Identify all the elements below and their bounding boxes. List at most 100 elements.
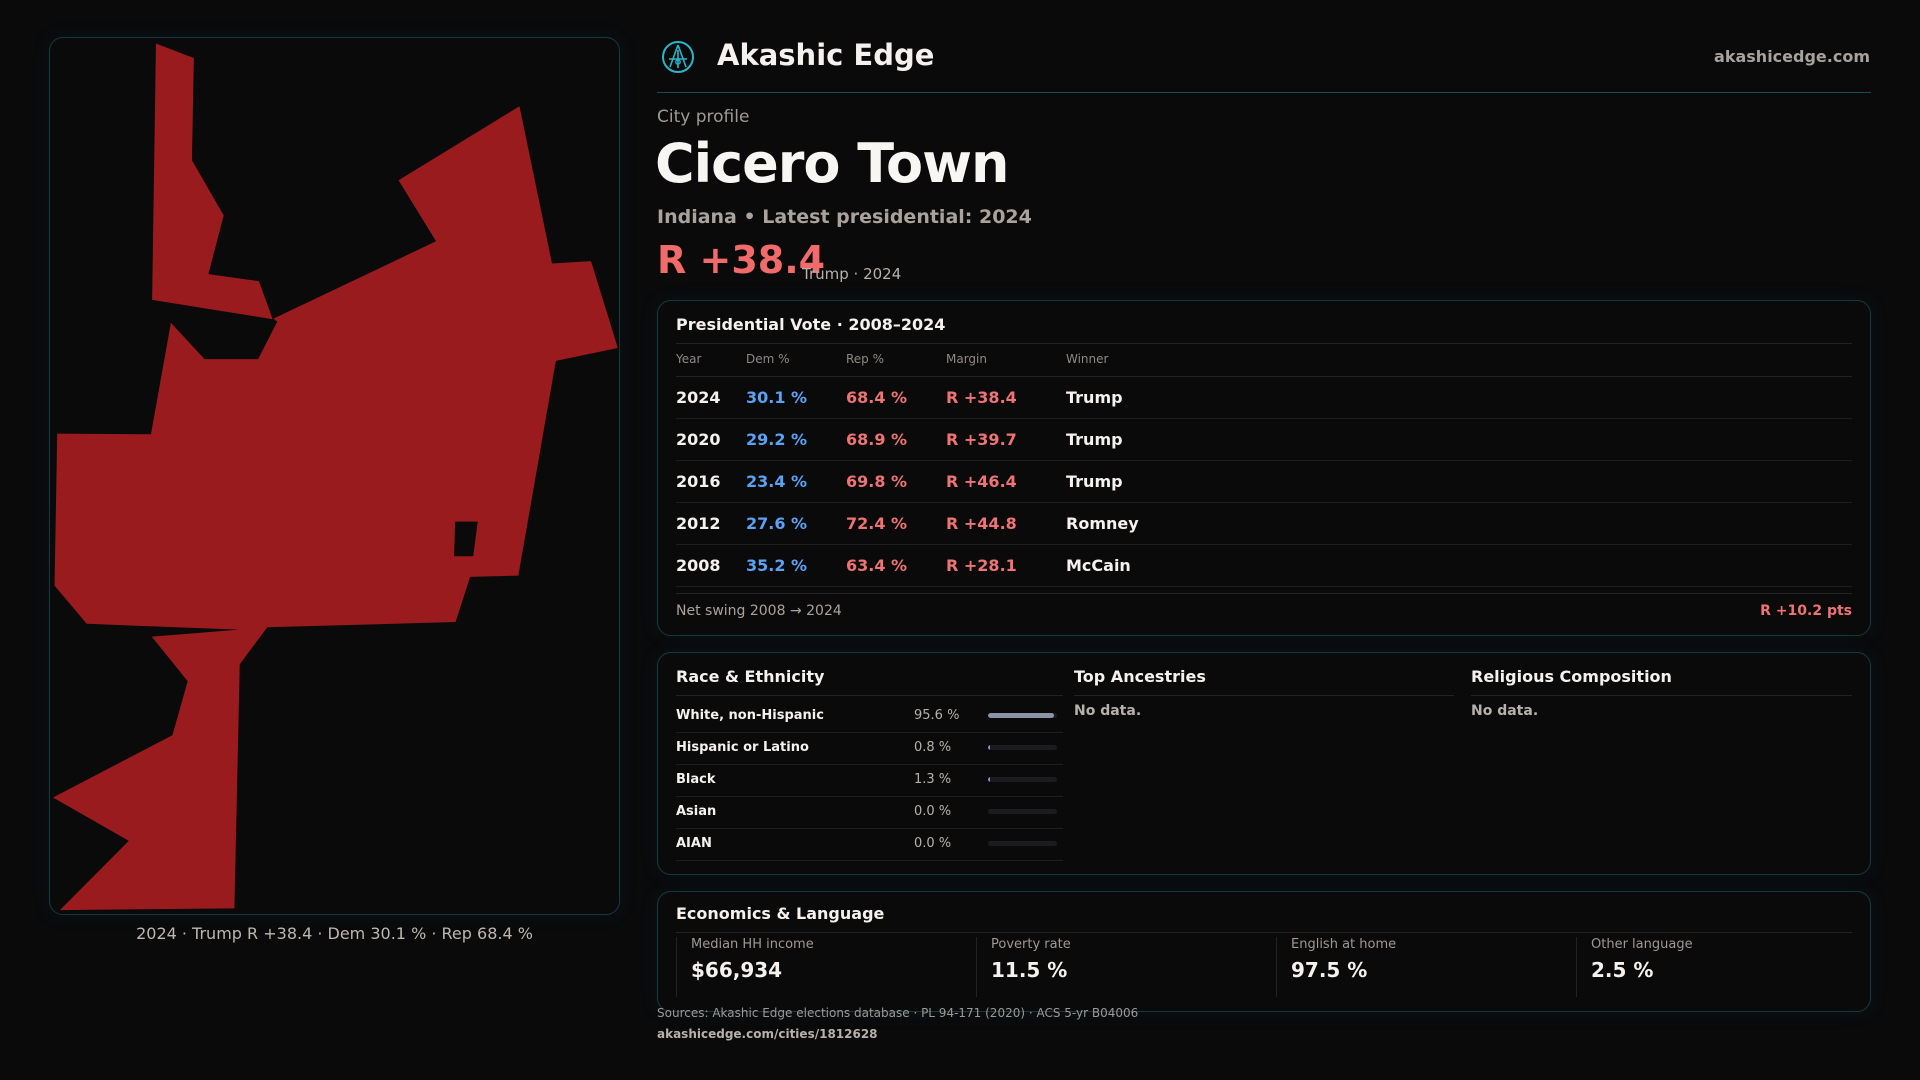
stat-label: Poverty rate bbox=[991, 937, 1071, 952]
divider bbox=[1471, 695, 1852, 696]
cell-dem-pct: 35.2 % bbox=[746, 556, 808, 575]
map-caption: 2024 · Trump R +38.4 · Dem 30.1 % · Rep … bbox=[136, 924, 533, 943]
race-pct: 95.6 % bbox=[914, 708, 960, 723]
cell-year: 2024 bbox=[676, 388, 721, 407]
race-row: AIAN 0.0 % bbox=[676, 829, 1063, 861]
cell-year: 2020 bbox=[676, 430, 721, 449]
religion-title: Religious Composition bbox=[1471, 667, 1672, 686]
boundary-hole bbox=[454, 521, 478, 557]
race-row: Black 1.3 % bbox=[676, 765, 1063, 797]
divider bbox=[1074, 695, 1454, 696]
race-title: Race & Ethnicity bbox=[676, 667, 825, 686]
city-boundary-map bbox=[53, 43, 618, 911]
headline-note: Trump · 2024 bbox=[802, 265, 902, 283]
race-label: Asian bbox=[676, 804, 717, 819]
race-row: Asian 0.0 % bbox=[676, 797, 1063, 829]
race-label: Hispanic or Latino bbox=[676, 740, 809, 755]
stat-label: Other language bbox=[1591, 937, 1693, 952]
cell-dem-pct: 23.4 % bbox=[746, 472, 808, 491]
stat-poverty-rate: Poverty rate 11.5 % bbox=[976, 937, 1071, 997]
cell-rep-pct: 63.4 % bbox=[846, 556, 908, 575]
divider bbox=[676, 376, 1852, 377]
cell-rep-pct: 69.8 % bbox=[846, 472, 908, 491]
race-bar bbox=[988, 713, 1057, 718]
akashic-edge-logo-icon bbox=[662, 41, 694, 73]
divider bbox=[676, 593, 1852, 594]
sources-note: Sources: Akashic Edge elections database… bbox=[657, 1006, 1139, 1020]
page-kicker: City profile bbox=[657, 107, 750, 127]
col-dem: Dem % bbox=[746, 352, 790, 366]
header-divider bbox=[657, 92, 1871, 93]
table-row: 2024 30.1 % 68.4 % R +38.4 Trump bbox=[676, 377, 1852, 419]
cell-dem-pct: 30.1 % bbox=[746, 388, 808, 407]
col-winner: Winner bbox=[1066, 352, 1109, 366]
net-swing-label: Net swing 2008 → 2024 bbox=[676, 603, 842, 619]
cell-winner: McCain bbox=[1066, 556, 1131, 575]
race-row: White, non-Hispanic 95.6 % bbox=[676, 701, 1063, 733]
boundary-north-arm bbox=[152, 43, 273, 320]
demographics-card: Race & Ethnicity White, non-Hispanic 95.6… bbox=[657, 652, 1871, 875]
net-swing-value: R +10.2 pts bbox=[1760, 603, 1852, 619]
religion-empty: No data. bbox=[1471, 703, 1539, 719]
race-pct: 0.0 % bbox=[914, 804, 952, 819]
boundary-main bbox=[53, 106, 618, 911]
divider bbox=[676, 932, 1852, 933]
race-label: Black bbox=[676, 772, 716, 787]
cell-winner: Romney bbox=[1066, 514, 1139, 533]
race-bar bbox=[988, 745, 1057, 750]
stat-value: 2.5 % bbox=[1591, 958, 1654, 982]
headline-margin: R +38.4 bbox=[657, 238, 826, 282]
race-bar bbox=[988, 841, 1057, 846]
divider bbox=[676, 343, 1852, 344]
economics-card: Economics & Language Median HH income $66… bbox=[657, 891, 1871, 1012]
race-bar bbox=[988, 777, 1057, 782]
cell-margin: R +46.4 bbox=[946, 472, 1017, 491]
race-label: White, non-Hispanic bbox=[676, 708, 824, 723]
stat-label: English at home bbox=[1291, 937, 1397, 952]
cell-dem-pct: 29.2 % bbox=[746, 430, 808, 449]
stat-value: 97.5 % bbox=[1291, 958, 1368, 982]
stat-value: 11.5 % bbox=[991, 958, 1068, 982]
ancestries-title: Top Ancestries bbox=[1074, 667, 1206, 686]
stat-value: $66,934 bbox=[691, 958, 783, 982]
site-link[interactable]: akashicedge.com bbox=[1714, 47, 1870, 66]
page-title: Cicero Town bbox=[655, 132, 1009, 195]
col-year: Year bbox=[676, 352, 702, 366]
brand-name: Akashic Edge bbox=[717, 38, 935, 72]
cell-rep-pct: 68.4 % bbox=[846, 388, 908, 407]
cell-rep-pct: 68.9 % bbox=[846, 430, 908, 449]
cell-year: 2008 bbox=[676, 556, 721, 575]
cell-margin: R +28.1 bbox=[946, 556, 1017, 575]
cell-margin: R +44.8 bbox=[946, 514, 1017, 533]
race-bar-fill bbox=[988, 745, 990, 750]
race-pct: 1.3 % bbox=[914, 772, 952, 787]
divider bbox=[676, 695, 1063, 696]
economics-title: Economics & Language bbox=[676, 904, 885, 923]
stat-label: Median HH income bbox=[691, 937, 814, 952]
cell-winner: Trump bbox=[1066, 388, 1123, 407]
cell-year: 2016 bbox=[676, 472, 721, 491]
permalink[interactable]: akashicedge.com/cities/1812628 bbox=[657, 1027, 878, 1041]
race-bar-fill bbox=[988, 777, 990, 782]
ancestries-empty: No data. bbox=[1074, 703, 1142, 719]
card-title: Presidential Vote · 2008–2024 bbox=[676, 315, 946, 334]
stat-english-home: English at home 97.5 % bbox=[1276, 937, 1396, 997]
stat-median-income: Median HH income $66,934 bbox=[676, 937, 814, 997]
table-row: 2016 23.4 % 69.8 % R +46.4 Trump bbox=[676, 461, 1852, 503]
cell-rep-pct: 72.4 % bbox=[846, 514, 908, 533]
cell-margin: R +39.7 bbox=[946, 430, 1017, 449]
race-pct: 0.8 % bbox=[914, 740, 952, 755]
presidential-vote-card: Presidential Vote · 2008–2024 Year Dem %… bbox=[657, 300, 1871, 636]
cell-dem-pct: 27.6 % bbox=[746, 514, 808, 533]
race-pct: 0.0 % bbox=[914, 836, 952, 851]
cell-margin: R +38.4 bbox=[946, 388, 1017, 407]
cell-winner: Trump bbox=[1066, 430, 1123, 449]
cell-winner: Trump bbox=[1066, 472, 1123, 491]
race-bar bbox=[988, 809, 1057, 814]
race-row: Hispanic or Latino 0.8 % bbox=[676, 733, 1063, 765]
stat-other-language: Other language 2.5 % bbox=[1576, 937, 1693, 997]
col-rep: Rep % bbox=[846, 352, 885, 366]
cell-year: 2012 bbox=[676, 514, 721, 533]
table-row: 2012 27.6 % 72.4 % R +44.8 Romney bbox=[676, 503, 1852, 545]
race-bar-fill bbox=[988, 713, 1054, 718]
